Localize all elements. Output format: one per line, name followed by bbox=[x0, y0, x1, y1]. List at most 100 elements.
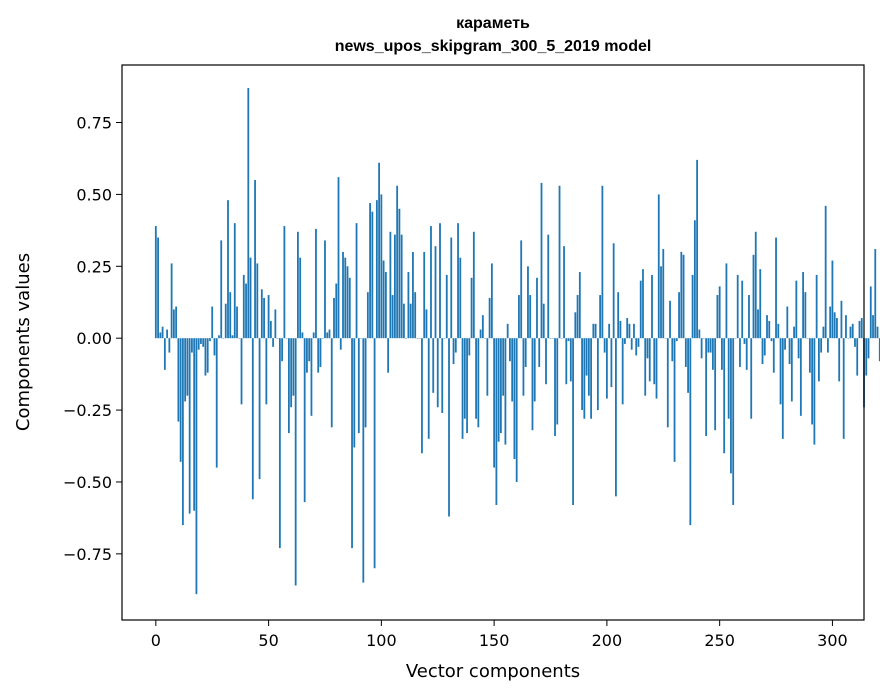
y-tick-label: −0.25 bbox=[63, 401, 112, 420]
bar-78 bbox=[330, 338, 333, 428]
bar-186 bbox=[574, 312, 577, 339]
bar-168 bbox=[533, 338, 536, 402]
bar-247 bbox=[711, 338, 714, 370]
bar-298 bbox=[827, 338, 829, 353]
bar-233 bbox=[680, 251, 683, 339]
bar-44 bbox=[254, 180, 256, 339]
y-tick-label: 0.50 bbox=[76, 185, 112, 204]
bar-98 bbox=[375, 200, 378, 339]
y-tick-label: 0.25 bbox=[76, 257, 112, 276]
bar-231 bbox=[675, 338, 678, 342]
bar-171 bbox=[540, 182, 543, 339]
bar-267 bbox=[757, 309, 759, 339]
bar-251 bbox=[721, 338, 723, 370]
bar-77 bbox=[328, 329, 331, 339]
bar-101 bbox=[382, 260, 385, 339]
bar-177 bbox=[554, 338, 556, 436]
bar-92 bbox=[362, 338, 365, 583]
bar-145 bbox=[481, 315, 484, 339]
bar-149 bbox=[490, 263, 493, 339]
x-axis: 0 50 100 150 200 250 300 bbox=[151, 620, 848, 650]
bar-125 bbox=[436, 338, 439, 408]
bar-84 bbox=[344, 257, 347, 339]
bar-2 bbox=[159, 332, 162, 339]
bar-187 bbox=[576, 295, 579, 339]
bar-256 bbox=[732, 338, 735, 505]
bar-102 bbox=[384, 272, 387, 339]
bar-69 bbox=[310, 338, 313, 416]
bar-286 bbox=[799, 338, 802, 416]
bar-95 bbox=[369, 203, 371, 339]
bar-166 bbox=[529, 295, 532, 339]
bar-75 bbox=[324, 240, 326, 339]
bar-80 bbox=[335, 283, 338, 339]
bar-68 bbox=[308, 338, 311, 362]
bar-34 bbox=[231, 335, 234, 339]
bar-96 bbox=[371, 211, 374, 339]
bar-14 bbox=[186, 338, 189, 396]
bar-9 bbox=[175, 306, 178, 339]
bar-83 bbox=[342, 251, 344, 339]
bar-294 bbox=[817, 338, 820, 382]
bar-90 bbox=[357, 338, 360, 434]
bar-285 bbox=[797, 338, 800, 359]
bar-152 bbox=[497, 338, 500, 442]
bar-222 bbox=[655, 338, 658, 399]
bar-260 bbox=[741, 280, 744, 339]
bar-209 bbox=[626, 318, 629, 339]
bar-253 bbox=[725, 263, 728, 339]
bar-273 bbox=[770, 338, 773, 342]
bar-297 bbox=[824, 205, 827, 339]
bar-230 bbox=[673, 338, 676, 462]
bar-249 bbox=[716, 295, 719, 339]
bar-160 bbox=[515, 338, 518, 482]
bar-206 bbox=[619, 320, 622, 339]
bar-199 bbox=[603, 338, 606, 353]
bar-200 bbox=[605, 338, 608, 399]
bar-265 bbox=[752, 254, 755, 339]
bar-189 bbox=[581, 338, 583, 411]
bar-316 bbox=[867, 338, 870, 359]
bar-292 bbox=[813, 338, 816, 445]
bar-29 bbox=[220, 240, 223, 339]
bar-71 bbox=[315, 228, 317, 339]
bar-170 bbox=[538, 338, 541, 367]
bar-218 bbox=[646, 338, 649, 359]
x-tick-label: 300 bbox=[817, 631, 848, 650]
bar-304 bbox=[840, 300, 843, 339]
bar-20 bbox=[200, 338, 202, 344]
bar-79 bbox=[333, 297, 335, 339]
bar-series bbox=[154, 88, 880, 595]
bar-151 bbox=[495, 338, 498, 505]
bar-81 bbox=[337, 177, 340, 339]
bar-240 bbox=[696, 159, 698, 339]
bar-172 bbox=[542, 303, 545, 339]
bar-312 bbox=[858, 320, 861, 339]
bar-0 bbox=[154, 226, 157, 339]
bar-318 bbox=[872, 315, 874, 339]
chart-subtitle: news_upos_skipgram_300_5_2019 model bbox=[335, 38, 652, 55]
bar-57 bbox=[283, 226, 286, 339]
bar-211 bbox=[630, 338, 633, 350]
bar-173 bbox=[545, 338, 547, 385]
bar-204 bbox=[615, 338, 617, 497]
bar-66 bbox=[303, 338, 306, 503]
bar-62 bbox=[294, 338, 297, 586]
bar-103 bbox=[387, 338, 390, 373]
bar-123 bbox=[432, 338, 435, 393]
bar-162 bbox=[520, 240, 523, 339]
bar-45 bbox=[256, 263, 259, 339]
bar-215 bbox=[639, 280, 642, 339]
bar-19 bbox=[197, 338, 200, 350]
bar-16 bbox=[191, 338, 193, 353]
bar-59 bbox=[287, 338, 290, 434]
bar-153 bbox=[499, 338, 502, 434]
bar-205 bbox=[617, 292, 620, 339]
bar-108 bbox=[398, 208, 401, 339]
bar-269 bbox=[761, 338, 764, 365]
bar-107 bbox=[396, 185, 399, 339]
bar-28 bbox=[218, 335, 220, 339]
x-tick-label: 100 bbox=[366, 631, 397, 650]
bar-224 bbox=[660, 266, 662, 339]
bar-242 bbox=[700, 338, 703, 359]
